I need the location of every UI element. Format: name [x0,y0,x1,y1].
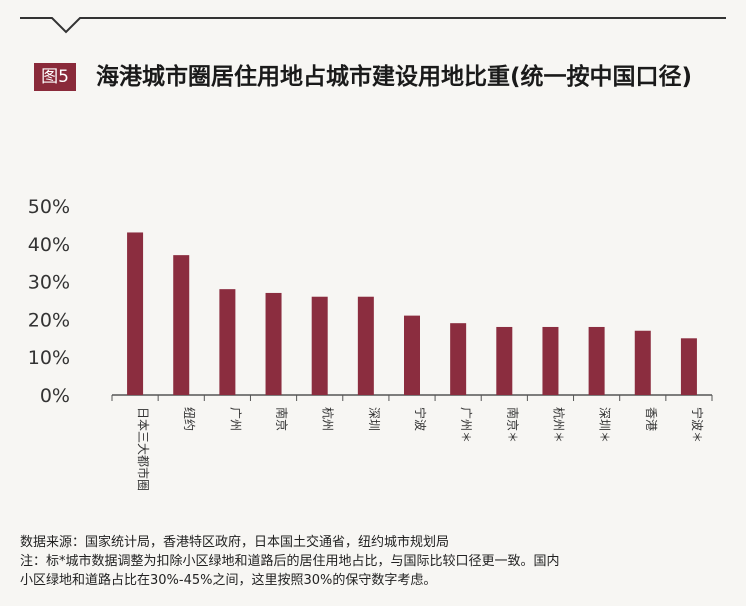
x-tick-label: 杭州＊ [551,407,566,443]
x-tick-label: 深圳＊ [598,407,612,443]
x-tick-label: 宁波＊ [690,407,705,443]
x-tick-label: 日本三大都市圈 [136,407,151,491]
x-tick-label: 深圳 [367,407,381,431]
y-tick-label: 20% [28,309,70,331]
bar [588,326,605,395]
bar [634,330,651,395]
y-tick-label: 50% [28,196,70,218]
figure-label-badge: 图5 [34,63,76,91]
bar [173,255,190,395]
bar [357,296,374,395]
bar-chart: 0% 10% 20% 30% 40% 50% 日本三大都市圈 纽约 广州 南京 杭州 深圳 宁波 广州＊ 南… [28,196,713,491]
x-tick-label: 南京＊ [505,407,520,443]
y-tick-label: 40% [28,234,70,256]
bar [680,338,697,395]
x-tick-label: 杭州 [321,407,336,431]
header-decoration [20,17,726,34]
x-tick-label: 宁波 [413,407,428,431]
y-tick-label: 10% [28,347,70,369]
x-tick-label: 香港 [644,407,658,431]
chart-title: 海港城市圈居住用地占城市建设用地比重(统一按中国口径) [96,64,693,90]
x-tick-label: 纽约 [182,407,197,431]
bar [265,292,282,395]
bar [450,323,467,395]
adjustment-note-line2: 小区绿地和道路占比在30%-45%之间，这里按照30%的保守数字考虑。 [20,573,437,588]
bar [542,326,559,395]
x-tick-label: 广州 [228,407,242,431]
y-tick-label: 0% [40,385,70,407]
source-note: 数据来源：国家统计局，香港特区政府，日本国土交通省，纽约城市规划局 [20,535,450,550]
bar [404,315,420,395]
bar [219,289,236,395]
bar [496,326,513,395]
bar [127,232,144,395]
x-tick-label: 南京 [275,407,290,431]
bar [311,296,328,395]
adjustment-note-line1: 注：标*城市数据调整为扣除小区绿地和道路后的居住用地占比，与国际比较口径更一致。… [20,554,560,569]
x-tick-label: 广州＊ [459,407,473,443]
footnotes: 数据来源：国家统计局，香港特区政府，日本国土交通省，纽约城市规划局 注：标*城市… [20,533,730,590]
y-tick-label: 30% [28,272,70,294]
